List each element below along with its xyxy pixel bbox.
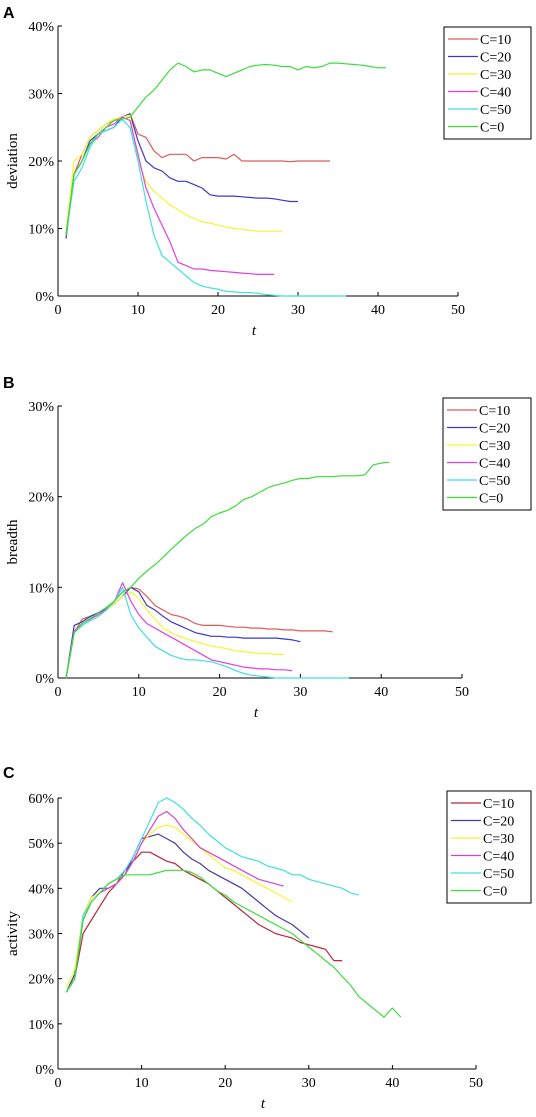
panel-a-x-tick-label: 20	[211, 303, 225, 318]
panel-c-y-tick-label: 40%	[28, 882, 54, 897]
panel-a-legend-label: C=40	[480, 86, 511, 101]
panel-c-legend-label: C=0	[483, 885, 507, 900]
panel-c-y-axis-label: activity	[5, 911, 21, 956]
panel-a-x-tick-label: 30	[291, 303, 305, 318]
panel-b-legend-label: C=0	[479, 492, 503, 507]
panel-b-series-c-30-line	[65, 591, 285, 679]
panel-a-legend-label: C=20	[480, 51, 511, 66]
panel-b-y-tick-label: 20%	[28, 491, 54, 506]
panel-b-legend	[442, 397, 532, 511]
panel-b-y-tick-label: 30%	[28, 400, 54, 415]
panel-b-x-tick-label: 50	[455, 685, 469, 700]
panel-b-y-tick-label: 10%	[28, 581, 54, 596]
panel-b-x-tick-label: 0	[55, 685, 62, 700]
panel-a-y-tick-label: 20%	[28, 155, 54, 170]
panel-c-legend-label: C=30	[483, 832, 514, 847]
panel-a-x-tick-label: 50	[451, 303, 465, 318]
panel-a-series-c-40-line	[65, 116, 274, 275]
panel-b: B 0 10 20 30 40 50 0% 10% 20% 30% t breadth C=10 C=20…	[3, 375, 532, 721]
panel-b-x-tick-label: 20	[213, 685, 227, 700]
panel-a-legend	[443, 26, 532, 140]
panel-b-letter: B	[3, 375, 15, 392]
panel-c-series-c-50-line	[65, 797, 360, 993]
panel-c-legend-label: C=10	[483, 797, 514, 812]
panel-b-y-tick-label: 0%	[35, 672, 54, 687]
panel-a-series-c-30-line	[65, 114, 282, 232]
panel-c-legend-label: C=20	[483, 815, 514, 830]
panel-b-legend-label: C=20	[479, 422, 510, 437]
panel-a-letter: A	[3, 5, 15, 22]
panel-c-y-tick-label: 10%	[28, 1018, 54, 1033]
panel-c-y-tick-label: 0%	[35, 1063, 54, 1078]
panel-c-y-tick-label: 20%	[28, 973, 54, 988]
panel-a-legend-label: C=50	[480, 103, 511, 118]
panel-c-y-tick-label: 50%	[28, 837, 54, 852]
panel-c-letter: C	[3, 765, 15, 782]
panel-c-x-tick-label: 50	[469, 1076, 483, 1091]
panel-a: A 0 10 20 30 40 50 0% 10% 20% 30% 40% t deviation C=1…	[3, 5, 532, 339]
panel-c-x-tick-label: 20	[218, 1076, 232, 1091]
panel-a-series-c-0-line	[65, 62, 386, 236]
panel-a-series-c-50-line	[65, 118, 346, 297]
panel-a-legend-label: C=0	[480, 121, 504, 136]
panel-a-y-tick-label: 10%	[28, 223, 54, 238]
panel-a-y-tick-label: 30%	[28, 88, 54, 103]
panel-b-legend-label: C=40	[479, 457, 510, 472]
panel-a-x-axis-label: t	[252, 323, 257, 339]
panel-a-y-axis-label: deviation	[5, 133, 21, 189]
panel-b-x-tick-label: 10	[132, 685, 146, 700]
panel-c-x-tick-label: 40	[385, 1076, 399, 1091]
panel-c-legend-label: C=40	[483, 850, 514, 865]
panel-a-x-tick-label: 10	[131, 303, 145, 318]
panel-a-y-tick-label: 0%	[35, 290, 54, 305]
panel-b-legend-label: C=50	[479, 474, 510, 489]
panel-b-x-tick-label: 30	[293, 685, 307, 700]
panel-b-x-axis-label: t	[254, 705, 259, 721]
panel-c-y-tick-label: 30%	[28, 928, 54, 943]
panel-c-series-c-0-line	[65, 869, 402, 1018]
panel-c-series-c-40-line	[65, 810, 284, 993]
panel-b-y-axis-label: breadth	[5, 519, 21, 564]
panel-c-legend	[446, 790, 532, 904]
panel-c: C 0 10 20 30 40 50 0% 10% 20% 30% 40% 50% 60% t activi…	[3, 765, 532, 1112]
panel-b-series-c-20-line	[65, 586, 301, 679]
panel-c-series-c-20-line	[65, 833, 310, 993]
panel-b-series-c-50-line	[65, 586, 349, 679]
panel-c-x-tick-label: 0	[55, 1076, 62, 1091]
panel-a-series-c-10-line	[65, 113, 330, 236]
panel-a-y-tick-label: 40%	[28, 20, 54, 35]
panel-b-legend-label: C=10	[479, 404, 510, 419]
panel-b-x-tick-label: 40	[374, 685, 388, 700]
panel-a-x-tick-label: 0	[55, 303, 62, 318]
panel-b-series-c-0-line	[65, 461, 390, 679]
panel-c-legend-label: C=50	[483, 867, 514, 882]
panel-c-x-axis-label: t	[261, 1096, 266, 1112]
panel-c-y-tick-label: 60%	[28, 792, 54, 807]
panel-a-legend-label: C=30	[480, 68, 511, 83]
panel-b-series-c-40-line	[65, 582, 293, 679]
panel-c-series-c-10-line	[65, 851, 343, 993]
panel-c-x-tick-label: 30	[302, 1076, 316, 1091]
panel-b-legend-label: C=30	[479, 439, 510, 454]
panel-b-series-c-10-line	[65, 586, 333, 679]
panel-a-legend-label: C=10	[480, 33, 511, 48]
panel-c-x-tick-label: 10	[135, 1076, 149, 1091]
panel-a-x-tick-label: 40	[371, 303, 385, 318]
